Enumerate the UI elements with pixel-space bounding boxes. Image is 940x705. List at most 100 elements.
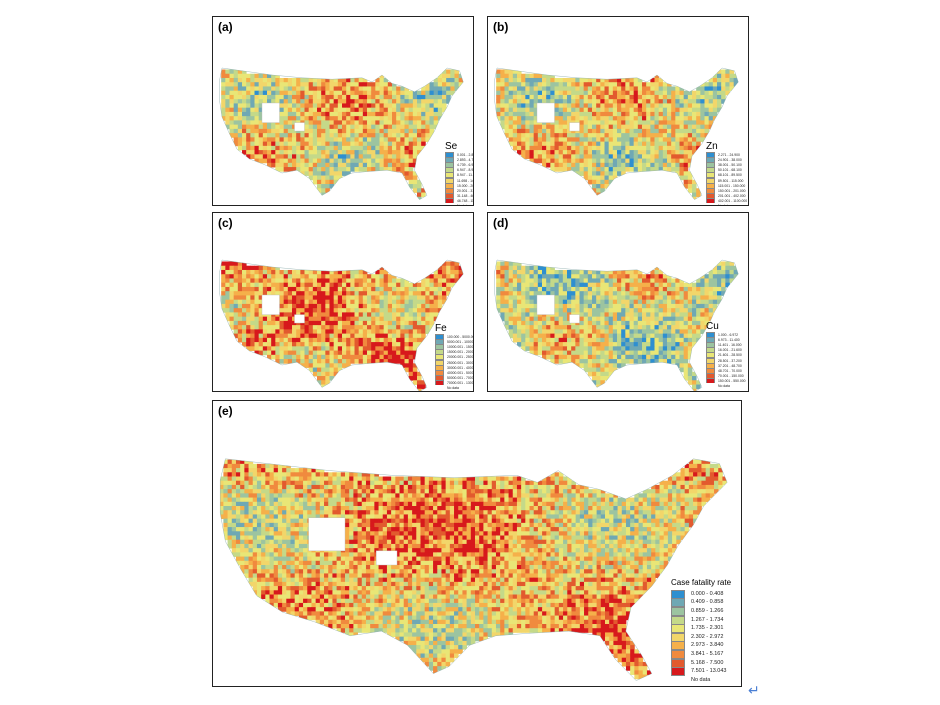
county-cell — [587, 282, 593, 288]
county-cell — [396, 320, 401, 326]
county-cell — [662, 90, 668, 96]
county-cell — [696, 316, 701, 322]
county-cell — [256, 476, 262, 482]
county-cell — [442, 73, 447, 79]
county-cell — [625, 325, 630, 330]
county-cell — [575, 342, 580, 347]
county-cell — [342, 346, 347, 351]
county-cell — [525, 145, 530, 151]
county-cell — [642, 291, 647, 296]
county-cell — [425, 107, 430, 113]
county-cell — [242, 99, 247, 104]
county-cell — [312, 299, 318, 305]
county-cell — [292, 359, 297, 364]
county-cell — [658, 107, 664, 113]
county-cell — [637, 120, 643, 126]
county-cell — [525, 303, 530, 309]
county-cell — [367, 316, 372, 322]
county-cell — [392, 291, 397, 296]
county-cell — [328, 476, 333, 482]
county-cell — [537, 278, 543, 284]
county-cell — [233, 103, 239, 109]
county-cell — [721, 278, 726, 284]
map-copper — [494, 259, 739, 391]
county-cell — [683, 286, 689, 292]
county-cell — [237, 320, 243, 326]
county-cell — [404, 350, 410, 356]
county-cell — [592, 179, 597, 185]
county-cell — [529, 116, 535, 121]
county-cell — [587, 303, 593, 309]
county-cell — [671, 308, 676, 313]
county-cell — [350, 137, 355, 142]
county-cell — [662, 286, 668, 292]
county-cell — [596, 303, 601, 309]
county-cell — [333, 90, 339, 96]
county-cell — [317, 116, 322, 121]
county-cell — [583, 107, 589, 113]
county-cell — [587, 94, 593, 100]
county-cell — [667, 282, 672, 288]
county-cell — [308, 99, 314, 104]
county-cell — [587, 308, 593, 313]
county-cell — [521, 274, 526, 279]
county-cell — [237, 303, 243, 309]
county-cell — [342, 99, 347, 104]
county-cell — [258, 73, 264, 79]
county-cell — [354, 120, 360, 126]
county-cell — [608, 162, 614, 168]
county-cell — [717, 299, 722, 305]
county-cell — [733, 73, 739, 79]
county-cell — [250, 269, 255, 275]
county-cell — [608, 350, 614, 356]
county-cell — [692, 179, 697, 185]
county-cell — [350, 350, 355, 356]
county-cell — [403, 476, 409, 482]
county-cell — [592, 162, 597, 168]
county-cell — [254, 269, 260, 275]
county-cell — [583, 291, 589, 296]
county-cell — [387, 333, 393, 339]
county-cell — [600, 376, 605, 381]
county-cell — [342, 103, 347, 109]
county-cell — [400, 116, 405, 121]
county-cell — [304, 90, 310, 96]
county-cell — [290, 480, 296, 486]
county-cell — [571, 337, 576, 343]
county-cell — [533, 346, 539, 351]
county-cell — [233, 312, 239, 318]
county-cell — [275, 137, 280, 142]
county-cell — [408, 367, 414, 373]
county-cell — [612, 320, 618, 326]
county-cell — [529, 128, 535, 134]
county-cell — [254, 274, 260, 279]
county-cell — [225, 73, 230, 79]
county-cell — [267, 128, 272, 134]
legend-label: 201.001 - 402.000 — [718, 194, 746, 199]
county-cell — [317, 77, 322, 83]
county-cell — [321, 94, 326, 100]
county-cell — [312, 342, 318, 347]
county-cell — [379, 150, 385, 155]
county-cell — [604, 278, 610, 284]
county-cell — [396, 316, 401, 322]
county-cell — [362, 158, 368, 164]
county-cell — [671, 325, 676, 330]
county-cell — [654, 103, 660, 109]
county-cell — [625, 141, 630, 147]
county-cell — [504, 476, 509, 482]
county-cell — [704, 90, 710, 96]
county-cell — [221, 308, 226, 313]
county-cell — [350, 286, 355, 292]
county-cell — [662, 150, 668, 155]
county-cell — [329, 158, 335, 164]
county-cell — [646, 167, 651, 172]
county-cell — [567, 291, 572, 296]
county-cell — [283, 325, 289, 330]
county-cell — [608, 333, 614, 339]
county-cell — [604, 303, 610, 309]
county-cell — [275, 269, 280, 275]
county-cell — [371, 82, 376, 87]
county-cell — [658, 111, 664, 117]
county-cell — [357, 480, 363, 486]
